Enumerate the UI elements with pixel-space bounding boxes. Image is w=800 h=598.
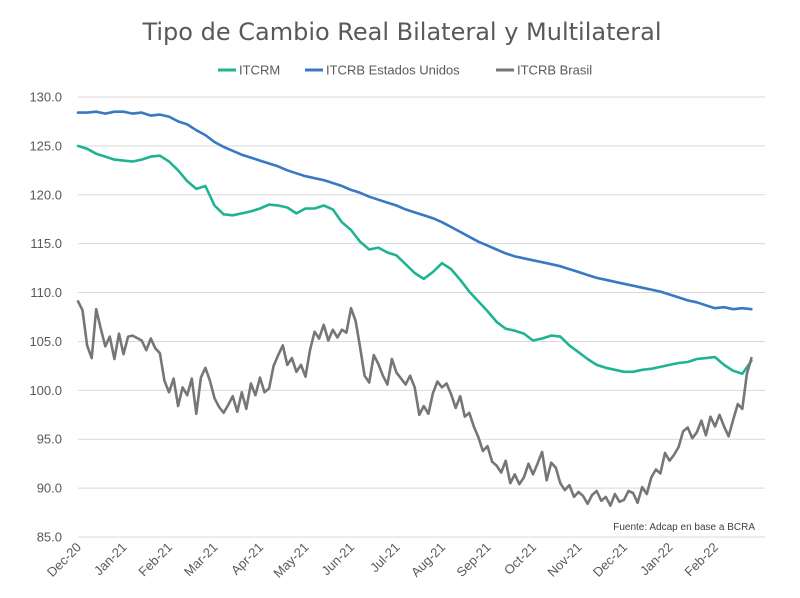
x-tick-label: Apr-21 bbox=[228, 540, 266, 578]
x-tick-label: Jun-21 bbox=[318, 540, 357, 579]
y-axis-ticks: 130.0 125.0 120.0 115.0 110.0 105.0 100.0 95.0 9… bbox=[29, 90, 62, 545]
x-tick-label: Feb-22 bbox=[681, 540, 721, 580]
y-tick-label: 95.0 bbox=[37, 432, 62, 447]
x-tick-label: Mar-21 bbox=[181, 540, 221, 580]
x-tick-label: Jan-22 bbox=[637, 540, 676, 579]
legend-label: ITCRM bbox=[239, 63, 280, 78]
x-tick-label: Sep-21 bbox=[453, 540, 493, 580]
x-tick-label: Dec-20 bbox=[44, 540, 84, 580]
x-tick-label: May-21 bbox=[270, 540, 311, 581]
y-tick-label: 110.0 bbox=[30, 285, 62, 300]
x-tick-label: Nov-21 bbox=[544, 540, 584, 580]
y-tick-label: 125.0 bbox=[29, 138, 62, 153]
legend-label: ITCRB Brasil bbox=[517, 63, 592, 78]
x-tick-label: Dec-21 bbox=[590, 540, 630, 580]
x-tick-label: Aug-21 bbox=[408, 540, 448, 580]
legend-label: ITCRB Estados Unidos bbox=[326, 63, 460, 78]
y-tick-label: 120.0 bbox=[29, 187, 62, 202]
y-tick-label: 115.0 bbox=[30, 236, 62, 251]
series-line-itcrb-brasil bbox=[76, 300, 753, 507]
chart-title: Tipo de Cambio Real Bilateral y Multilat… bbox=[141, 18, 661, 46]
series-line-itcrm bbox=[76, 144, 753, 375]
x-tick-label: Oct-21 bbox=[501, 540, 539, 578]
y-tick-label: 85.0 bbox=[37, 530, 62, 545]
legend: ITCRM ITCRB Estados Unidos ITCRB Brasil bbox=[218, 63, 592, 78]
source-note: Fuente: Adcap en base a BCRA bbox=[613, 522, 755, 533]
x-tick-label: Jan-21 bbox=[91, 540, 130, 579]
series-lines bbox=[76, 110, 753, 507]
y-tick-label: 130.0 bbox=[29, 90, 62, 105]
gridlines bbox=[78, 96, 765, 538]
y-tick-label: 105.0 bbox=[29, 334, 62, 349]
y-tick-label: 100.0 bbox=[29, 383, 62, 398]
y-tick-label: 90.0 bbox=[37, 481, 62, 496]
x-tick-label: Feb-21 bbox=[135, 540, 175, 580]
x-axis-ticks: Dec-20 Jan-21 Feb-21 Mar-21 Apr-21 May-21 Jun-… bbox=[44, 540, 721, 581]
series-line-itcrb-estados-unidos bbox=[76, 110, 753, 311]
x-tick-label: Jul-21 bbox=[367, 540, 403, 576]
